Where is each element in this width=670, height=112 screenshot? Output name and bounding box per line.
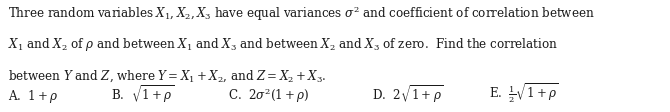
- Text: C.  $2\sigma^2(1+\rho)$: C. $2\sigma^2(1+\rho)$: [228, 86, 310, 105]
- Text: A.  $1+\rho$: A. $1+\rho$: [8, 88, 59, 105]
- Text: $X_1$ and $X_2$ of $\rho$ and between $X_1$ and $X_3$ and between $X_2$ and $X_3: $X_1$ and $X_2$ of $\rho$ and between $X…: [8, 36, 558, 53]
- Text: B.  $\sqrt{1+\rho}$: B. $\sqrt{1+\rho}$: [111, 84, 174, 105]
- Text: Three random variables $X_1, X_2, X_3$ have equal variances $\sigma^2$ and coeff: Three random variables $X_1, X_2, X_3$ h…: [8, 4, 595, 23]
- Text: between $Y$ and $Z$, where $Y = X_1 + X_2$, and $Z = X_2 + X_3$.: between $Y$ and $Z$, where $Y = X_1 + X_…: [8, 68, 326, 84]
- Text: D.  $2\sqrt{1+\rho}$: D. $2\sqrt{1+\rho}$: [372, 84, 444, 105]
- Text: E.  $\frac{1}{2}\sqrt{1+\rho}$: E. $\frac{1}{2}\sqrt{1+\rho}$: [489, 81, 559, 105]
